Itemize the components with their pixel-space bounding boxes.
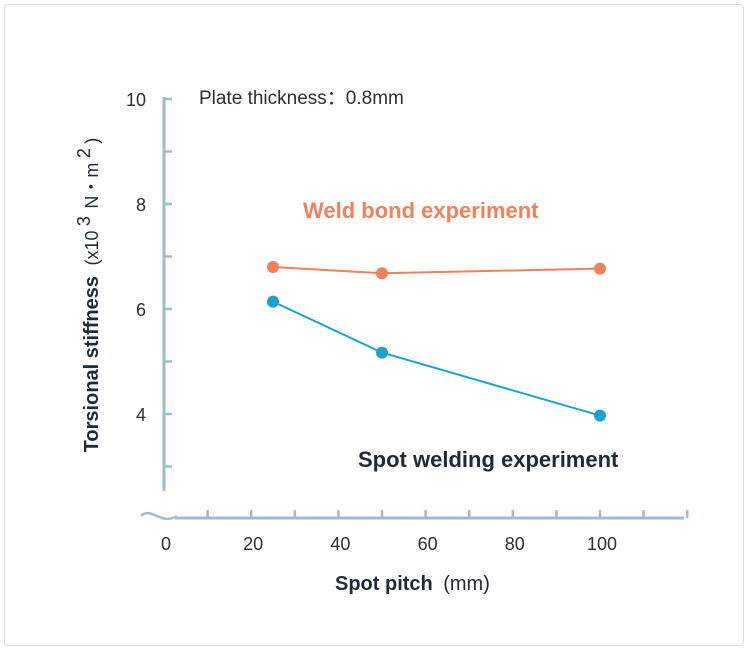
- x-axis-label: Spot pitch (mm): [335, 573, 490, 595]
- y-axis-label-unit-mid: N・m: [82, 163, 102, 209]
- axis-break-mark: [140, 511, 178, 521]
- x-tick-label: 20: [243, 534, 263, 554]
- x-tick-label: 0: [161, 534, 171, 554]
- series-line-1: [272, 300, 601, 417]
- plate-thickness-annotation: Plate thickness：0.8mm: [199, 88, 404, 109]
- y-axis-label-main: Torsional stiffness: [81, 276, 103, 452]
- series-line-0: [272, 266, 601, 275]
- series-label-weld-bond: Weld bond experiment: [303, 198, 539, 223]
- y-tick-label: 10: [126, 90, 146, 110]
- y-axis-label-unit-exp1: 3: [74, 216, 94, 226]
- x-tick-label: 100: [587, 534, 617, 554]
- series-label-spot-welding: Spot welding experiment: [358, 447, 619, 472]
- data-point-series-1: [267, 295, 279, 308]
- y-tick-label: 4: [136, 405, 146, 425]
- x-tick-label: 40: [330, 534, 350, 554]
- x-tick-label: 60: [418, 534, 438, 554]
- data-point-series-0: [594, 262, 606, 275]
- y-tick-label: 8: [136, 195, 146, 215]
- data-point-series-1: [594, 409, 606, 422]
- y-axis-label-unit-close: ): [82, 138, 102, 144]
- data-point-series-1: [376, 346, 388, 359]
- chart-frame: 4 6 8 10 0 20 40 60 80 100 Plate thickness：0.8mm …: [4, 4, 744, 646]
- y-axis-label-unit-exp2: 2: [74, 148, 94, 158]
- x-axis-label-unit: (mm): [443, 573, 490, 595]
- data-point-series-0: [267, 261, 279, 273]
- y-tick-label: 6: [136, 300, 146, 320]
- series: [267, 261, 606, 422]
- x-axis-label-main: Spot pitch: [335, 573, 433, 595]
- y-axis-label: Torsional stiffness (x10 3 N・m 2 ): [74, 138, 103, 453]
- data-point-series-0: [376, 267, 388, 280]
- x-tick-label: 80: [505, 534, 525, 554]
- y-axis-label-unit-open: (x10: [82, 231, 102, 266]
